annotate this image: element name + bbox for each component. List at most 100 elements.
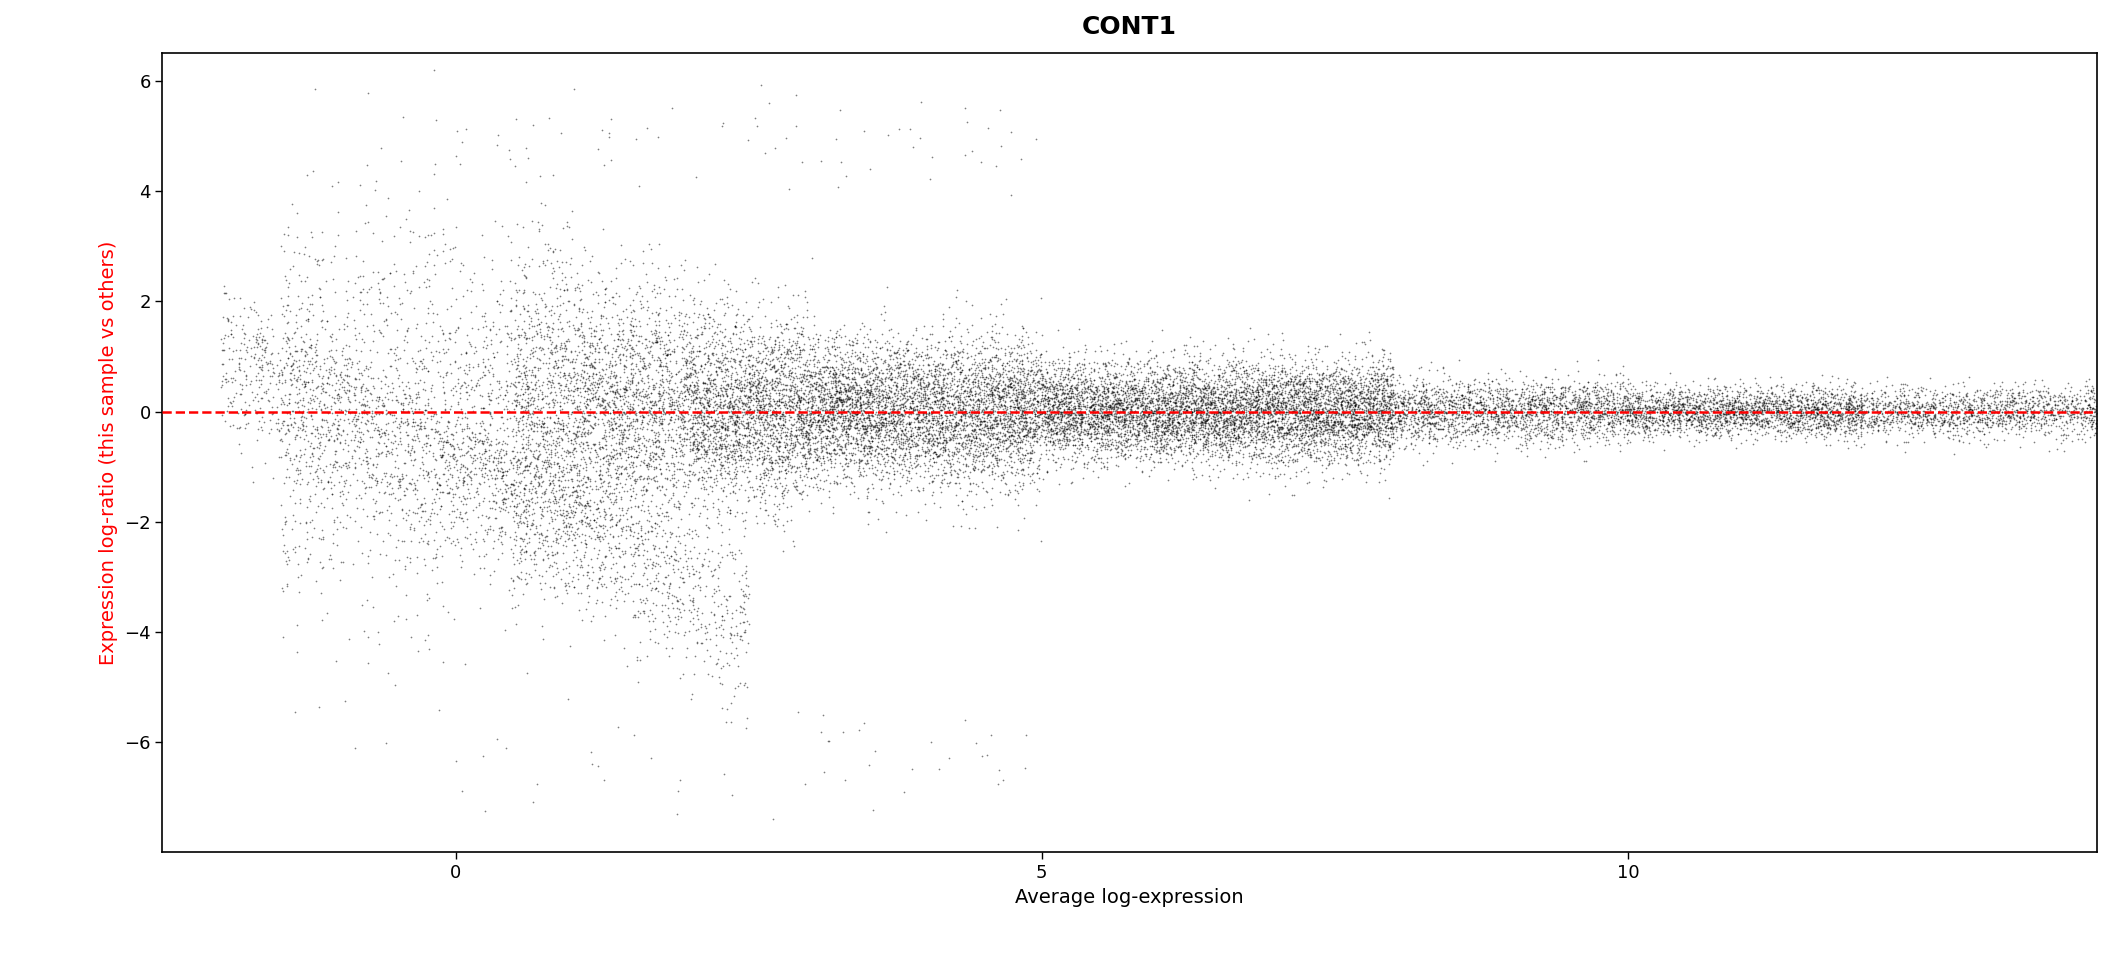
Point bbox=[549, 491, 583, 506]
Point bbox=[1740, 389, 1774, 404]
Point bbox=[969, 375, 1003, 391]
Point bbox=[602, 514, 636, 529]
Point bbox=[431, 471, 465, 487]
Point bbox=[304, 554, 338, 569]
Point bbox=[788, 450, 822, 466]
Point bbox=[1373, 420, 1407, 436]
Point bbox=[1996, 410, 2030, 425]
Point bbox=[338, 321, 372, 336]
Point bbox=[1888, 409, 1922, 424]
Point bbox=[1531, 409, 1565, 424]
Point bbox=[1337, 420, 1371, 435]
Point bbox=[1793, 403, 1827, 419]
Point bbox=[678, 429, 712, 444]
Point bbox=[684, 406, 718, 421]
Point bbox=[1673, 396, 1706, 411]
Point bbox=[792, 418, 826, 433]
Point bbox=[541, 423, 574, 439]
Point bbox=[1157, 376, 1191, 392]
Point bbox=[1366, 407, 1400, 422]
Point bbox=[1709, 379, 1742, 395]
Point bbox=[1159, 411, 1193, 426]
Point bbox=[1001, 377, 1035, 393]
Point bbox=[972, 439, 1005, 454]
Point bbox=[621, 449, 655, 465]
Point bbox=[731, 399, 765, 415]
Point bbox=[551, 408, 585, 423]
Point bbox=[1134, 410, 1168, 425]
Point bbox=[773, 390, 807, 405]
Point bbox=[1761, 404, 1795, 420]
Point bbox=[279, 447, 313, 463]
Point bbox=[830, 391, 864, 406]
Point bbox=[1375, 419, 1409, 434]
Point bbox=[634, 624, 667, 639]
Point bbox=[1210, 388, 1244, 403]
Point bbox=[1457, 420, 1491, 435]
Point bbox=[315, 343, 348, 358]
Point bbox=[1366, 417, 1400, 432]
Point bbox=[650, 422, 684, 438]
Point bbox=[980, 419, 1014, 434]
Point bbox=[551, 367, 585, 382]
Point bbox=[657, 403, 691, 419]
Point bbox=[463, 601, 496, 616]
Point bbox=[1024, 430, 1058, 445]
Point bbox=[1037, 414, 1071, 429]
Point bbox=[938, 369, 972, 384]
Point bbox=[1797, 402, 1831, 418]
Point bbox=[1554, 396, 1588, 412]
Point bbox=[809, 354, 843, 370]
Point bbox=[995, 428, 1029, 444]
Point bbox=[775, 346, 809, 361]
Point bbox=[847, 396, 881, 412]
Point bbox=[564, 514, 598, 529]
Point bbox=[1039, 399, 1073, 415]
Point bbox=[788, 401, 822, 417]
Point bbox=[272, 339, 306, 354]
Point bbox=[439, 476, 473, 492]
Point bbox=[674, 592, 708, 608]
Point bbox=[938, 376, 972, 392]
Point bbox=[1020, 377, 1054, 393]
Point bbox=[283, 329, 317, 345]
Point bbox=[2038, 396, 2072, 412]
Point bbox=[655, 588, 689, 603]
Point bbox=[1844, 399, 1878, 415]
Point bbox=[1533, 390, 1567, 405]
Point bbox=[942, 372, 976, 388]
Point bbox=[1810, 389, 1844, 404]
Point bbox=[277, 352, 310, 368]
Point bbox=[1162, 365, 1195, 380]
Point bbox=[1360, 391, 1394, 406]
Point bbox=[703, 292, 737, 307]
Point bbox=[486, 468, 520, 483]
Point bbox=[1096, 379, 1130, 395]
Point bbox=[1649, 376, 1683, 392]
Point bbox=[1400, 377, 1434, 393]
Point bbox=[1666, 408, 1700, 423]
Point bbox=[959, 388, 993, 403]
Point bbox=[553, 387, 587, 402]
Point bbox=[824, 351, 857, 367]
Point bbox=[1347, 377, 1381, 393]
Point bbox=[1067, 470, 1100, 486]
Point bbox=[1050, 393, 1083, 408]
Point bbox=[826, 428, 860, 444]
Point bbox=[765, 395, 798, 410]
Point bbox=[1402, 444, 1436, 460]
Point bbox=[843, 444, 876, 459]
Point bbox=[1223, 420, 1257, 436]
Point bbox=[1077, 416, 1111, 431]
Point bbox=[1766, 408, 1799, 423]
Point bbox=[872, 379, 906, 395]
Point bbox=[851, 396, 885, 412]
Point bbox=[853, 414, 887, 429]
Point bbox=[680, 404, 714, 420]
Point bbox=[389, 611, 422, 626]
Point bbox=[1134, 342, 1168, 357]
Point bbox=[819, 380, 853, 396]
Point bbox=[1280, 408, 1314, 423]
Point bbox=[448, 375, 482, 391]
Point bbox=[1155, 442, 1189, 457]
